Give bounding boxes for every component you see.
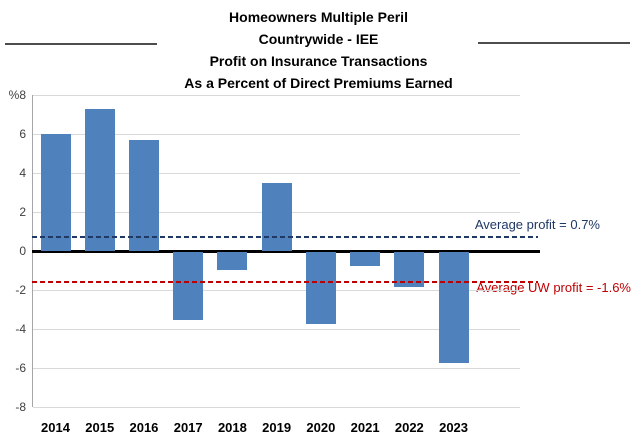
bar-2019 bbox=[261, 182, 292, 251]
bar-2014 bbox=[40, 134, 71, 251]
zero-axis-line bbox=[32, 249, 540, 253]
header-rule-right bbox=[478, 42, 630, 44]
header-rule-left bbox=[5, 43, 157, 45]
bar-2017 bbox=[173, 252, 204, 321]
average-uw-profit-annotation: Average UW profit = -1.6% bbox=[476, 280, 631, 295]
title-line-4: As a Percent of Direct Premiums Earned bbox=[184, 75, 453, 91]
bar-2016 bbox=[128, 139, 159, 251]
y-tick-label--4: -4 bbox=[15, 322, 26, 336]
gridline--4 bbox=[33, 329, 520, 330]
x-tick-label-2023: 2023 bbox=[439, 420, 469, 435]
x-tick-label-2019: 2019 bbox=[262, 420, 292, 435]
x-tick-label-2022: 2022 bbox=[394, 420, 424, 435]
x-tick-label-2016: 2016 bbox=[129, 420, 159, 435]
gridline-%8 bbox=[33, 95, 520, 96]
x-tick-label-2020: 2020 bbox=[306, 420, 336, 435]
gridline--8 bbox=[33, 407, 520, 408]
y-tick-label-2: 2 bbox=[19, 205, 26, 219]
bar-2015 bbox=[84, 108, 115, 251]
y-tick-label--6: -6 bbox=[15, 361, 26, 375]
y-tick-label--2: -2 bbox=[15, 283, 26, 297]
average-profit-line bbox=[32, 236, 538, 239]
y-tick-label-%8: %8 bbox=[8, 88, 26, 102]
bar-2020 bbox=[305, 252, 336, 325]
title-line-2: Countrywide - IEE bbox=[258, 31, 379, 47]
y-tick-label-4: 4 bbox=[19, 166, 26, 180]
bar-2023 bbox=[438, 252, 469, 364]
y-tick-label-6: 6 bbox=[19, 127, 26, 141]
bar-2018 bbox=[217, 252, 248, 270]
y-tick-label-0: 0 bbox=[19, 244, 26, 258]
y-tick-label--8: -8 bbox=[15, 400, 26, 414]
chart-title: Homeowners Multiple Peril Countrywide - … bbox=[0, 6, 637, 94]
x-tick-label-2014: 2014 bbox=[41, 420, 70, 435]
gridline--2 bbox=[33, 290, 520, 291]
average-profit-annotation: Average profit = 0.7% bbox=[474, 217, 600, 232]
x-tick-label-2018: 2018 bbox=[217, 420, 247, 435]
x-tick-label-2017: 2017 bbox=[173, 420, 203, 435]
title-line-1: Homeowners Multiple Peril bbox=[229, 9, 408, 25]
x-tick-label-2021: 2021 bbox=[350, 420, 380, 435]
gridline-4 bbox=[33, 173, 520, 174]
bar-2021 bbox=[350, 252, 381, 266]
gridline--6 bbox=[33, 368, 520, 369]
average-uw-profit-line bbox=[32, 281, 538, 284]
x-tick-label-2015: 2015 bbox=[85, 420, 115, 435]
title-line-3: Profit on Insurance Transactions bbox=[209, 53, 428, 69]
gridline-6 bbox=[33, 134, 520, 135]
